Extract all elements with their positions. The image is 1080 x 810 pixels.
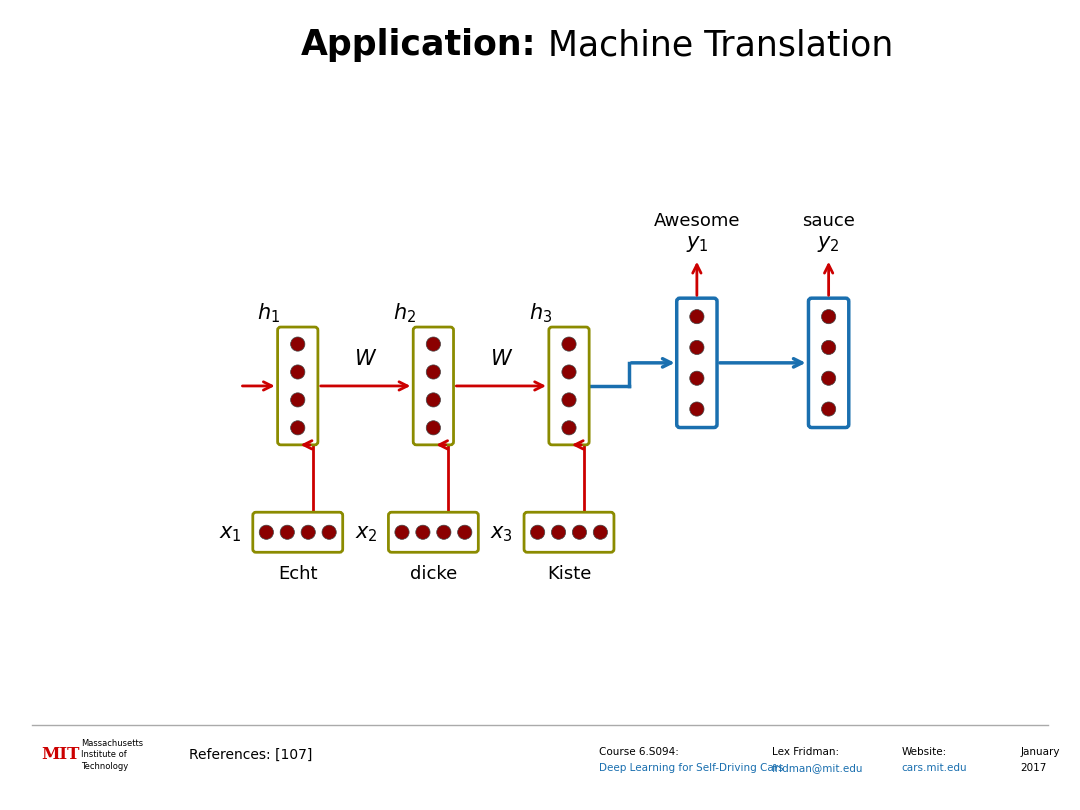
Text: References: [107]: References: [107] <box>189 748 312 762</box>
Text: W: W <box>355 349 376 369</box>
Text: $x_2$: $x_2$ <box>355 524 378 544</box>
Circle shape <box>280 525 295 539</box>
Circle shape <box>416 525 430 539</box>
Circle shape <box>690 371 704 386</box>
Text: Machine Translation: Machine Translation <box>537 28 893 62</box>
Text: 2017: 2017 <box>1021 763 1047 773</box>
Circle shape <box>427 393 441 407</box>
Text: cars.mit.edu: cars.mit.edu <box>902 763 968 773</box>
Text: MIT: MIT <box>41 747 80 763</box>
Circle shape <box>259 525 273 539</box>
FancyBboxPatch shape <box>549 327 590 445</box>
Circle shape <box>562 337 576 352</box>
Circle shape <box>322 525 336 539</box>
Text: W: W <box>491 349 512 369</box>
Circle shape <box>572 525 586 539</box>
Text: Application:: Application: <box>301 28 537 62</box>
FancyBboxPatch shape <box>809 298 849 428</box>
Text: Massachusetts
Institute of
Technology: Massachusetts Institute of Technology <box>81 739 144 771</box>
Text: Echt: Echt <box>278 565 318 582</box>
FancyBboxPatch shape <box>677 298 717 428</box>
Circle shape <box>562 393 576 407</box>
Text: sauce: sauce <box>802 211 855 230</box>
FancyBboxPatch shape <box>524 512 613 552</box>
Circle shape <box>291 420 305 435</box>
Text: $h_2$: $h_2$ <box>393 301 416 325</box>
FancyBboxPatch shape <box>414 327 454 445</box>
Text: dicke: dicke <box>409 565 457 582</box>
Circle shape <box>291 365 305 379</box>
Circle shape <box>291 393 305 407</box>
Circle shape <box>291 337 305 352</box>
Circle shape <box>552 525 566 539</box>
Circle shape <box>436 525 451 539</box>
Text: $h_1$: $h_1$ <box>257 301 281 325</box>
Text: January: January <box>1021 747 1061 757</box>
Circle shape <box>593 525 608 539</box>
Circle shape <box>822 309 836 324</box>
Circle shape <box>301 525 315 539</box>
FancyBboxPatch shape <box>278 327 318 445</box>
Circle shape <box>690 309 704 324</box>
Circle shape <box>458 525 472 539</box>
Circle shape <box>690 340 704 355</box>
Circle shape <box>822 371 836 386</box>
Circle shape <box>822 340 836 355</box>
Text: $x_1$: $x_1$ <box>219 524 242 544</box>
Circle shape <box>530 525 544 539</box>
Text: fridman@mit.edu: fridman@mit.edu <box>772 763 864 773</box>
Text: $x_3$: $x_3$ <box>490 524 513 544</box>
Text: $h_3$: $h_3$ <box>529 301 552 325</box>
Text: Awesome: Awesome <box>653 211 740 230</box>
Text: $y_2$: $y_2$ <box>818 234 840 254</box>
FancyBboxPatch shape <box>253 512 342 552</box>
Circle shape <box>562 365 576 379</box>
Circle shape <box>822 402 836 416</box>
Circle shape <box>427 365 441 379</box>
Text: Website:: Website: <box>902 747 947 757</box>
Circle shape <box>562 420 576 435</box>
Circle shape <box>690 402 704 416</box>
Text: Lex Fridman:: Lex Fridman: <box>772 747 839 757</box>
Text: Course 6.S094:: Course 6.S094: <box>599 747 679 757</box>
Circle shape <box>427 337 441 352</box>
Text: $y_1$: $y_1$ <box>686 234 708 254</box>
Text: Kiste: Kiste <box>546 565 591 582</box>
FancyBboxPatch shape <box>389 512 478 552</box>
Circle shape <box>395 525 409 539</box>
Text: Deep Learning for Self-Driving Cars: Deep Learning for Self-Driving Cars <box>599 763 784 773</box>
Circle shape <box>427 420 441 435</box>
